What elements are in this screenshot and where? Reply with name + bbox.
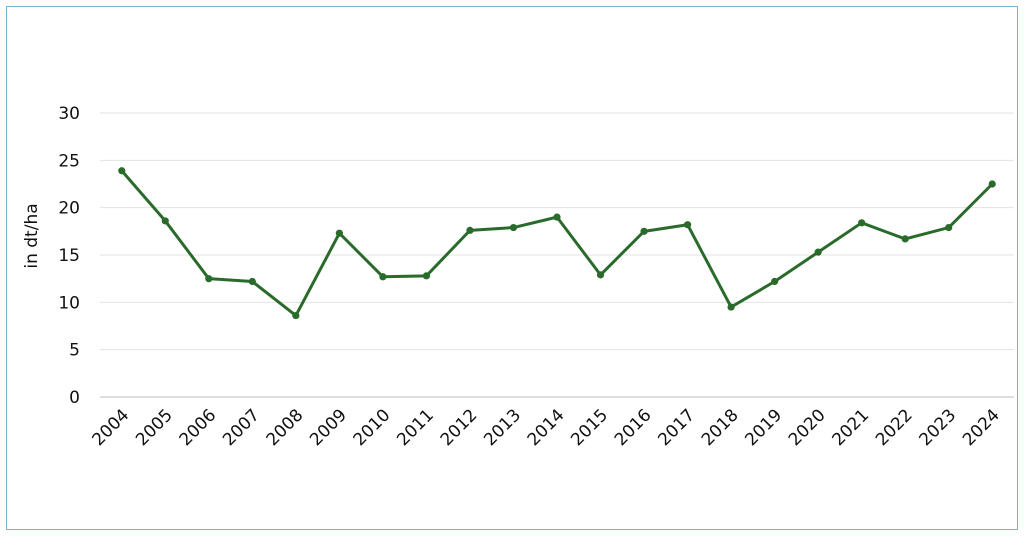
x-tick-label: 2010 (350, 405, 395, 450)
x-tick-label: 2006 (176, 405, 221, 450)
x-tick-label: 2018 (698, 405, 743, 450)
x-tick-label: 2012 (437, 405, 482, 450)
data-point (509, 223, 518, 232)
x-tick-label: 2015 (567, 405, 612, 450)
data-point (727, 303, 735, 311)
data-point (161, 217, 169, 225)
data-point (335, 229, 343, 237)
data-point (248, 277, 256, 286)
y-tick-label: 25 (58, 151, 80, 171)
data-point (858, 219, 866, 227)
data-point (988, 180, 996, 188)
chart-frame (6, 6, 1018, 530)
x-tick-label: 2009 (306, 405, 351, 450)
series-line (120, 169, 994, 318)
data-point (771, 277, 779, 286)
y-axis-label: in dt/ha (22, 203, 42, 268)
data-point (466, 226, 474, 234)
y-axis-ticks: 0 5 10 15 20 25 30 (58, 104, 80, 408)
x-tick-label: 2013 (480, 405, 525, 450)
x-axis-ticks: 2004200520062007200820092010201120122013… (89, 405, 1004, 450)
data-point (814, 248, 822, 256)
x-tick-label: 2024 (959, 405, 1004, 450)
x-tick-label: 2022 (872, 405, 917, 450)
data-point (292, 311, 300, 320)
x-tick-label: 2019 (741, 405, 786, 450)
x-tick-label: 2005 (132, 405, 177, 450)
data-point (118, 167, 126, 175)
y-tick-label: 5 (69, 341, 80, 361)
data-point (205, 275, 213, 283)
y-tick-label: 20 (58, 199, 80, 219)
data-point (596, 271, 605, 279)
data-series (118, 167, 996, 320)
data-point (640, 227, 648, 235)
x-tick-label: 2017 (654, 405, 699, 450)
data-point (901, 235, 909, 243)
x-tick-label: 2021 (828, 405, 873, 450)
x-tick-label: 2014 (524, 405, 569, 450)
data-point (553, 213, 561, 221)
x-tick-label: 2020 (785, 405, 830, 450)
y-tick-label: 15 (58, 246, 80, 266)
x-tick-label: 2004 (89, 405, 134, 450)
x-tick-label: 2016 (611, 405, 656, 450)
gridlines (100, 112, 1014, 398)
y-tick-label: 0 (69, 388, 80, 408)
x-tick-label: 2011 (393, 405, 438, 450)
data-point (683, 221, 692, 229)
data-point (422, 272, 431, 280)
data-point (379, 273, 387, 281)
x-tick-label: 2008 (263, 405, 308, 450)
x-tick-label: 2007 (219, 405, 264, 450)
y-tick-label: 30 (58, 104, 80, 124)
y-tick-label: 10 (58, 293, 80, 313)
data-point (945, 223, 953, 232)
x-tick-label: 2023 (916, 405, 961, 450)
